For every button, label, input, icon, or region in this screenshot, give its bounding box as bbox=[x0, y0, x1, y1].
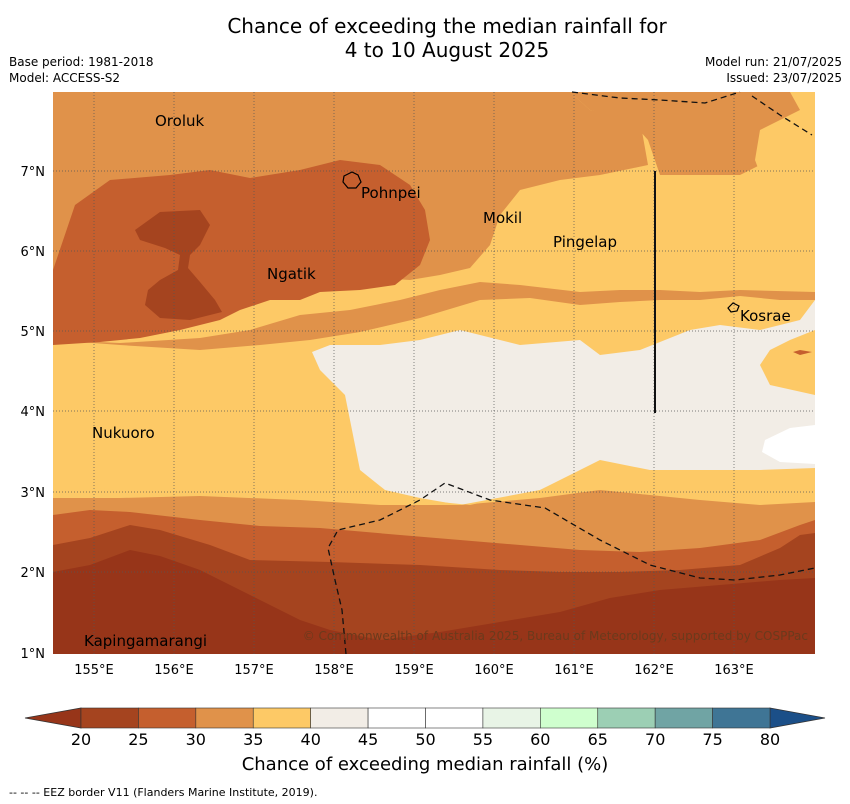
place-ngatik: Ngatik bbox=[267, 265, 316, 283]
colorbar-swatch bbox=[138, 707, 197, 729]
colorbar-tick: 80 bbox=[760, 730, 780, 749]
lon-tick: 161°E bbox=[554, 663, 594, 678]
colorbar-tick: 65 bbox=[588, 730, 608, 749]
colorbar-tick: 45 bbox=[358, 730, 378, 749]
colorbar-swatch bbox=[367, 707, 426, 729]
colorbar-swatch bbox=[540, 707, 599, 729]
colorbar-swatch bbox=[252, 707, 311, 729]
lat-tick: 5°N bbox=[21, 325, 46, 340]
issued-date: Issued: 23/07/2025 bbox=[726, 71, 842, 85]
lat-tick: 1°N bbox=[21, 647, 46, 662]
place-pingelap: Pingelap bbox=[553, 233, 617, 251]
meta-left: Base period: 1981-2018 Model: ACCESS-S2 bbox=[9, 54, 154, 86]
colorbar-under-arrow bbox=[24, 707, 82, 729]
colorbar bbox=[24, 707, 826, 729]
gridlines bbox=[53, 92, 815, 654]
place-kapingamarangi: Kapingamarangi bbox=[84, 632, 207, 650]
lon-tick: 160°E bbox=[474, 663, 514, 678]
colorbar-tick: 75 bbox=[702, 730, 722, 749]
kosrae-outline-icon bbox=[727, 302, 740, 313]
colorbar-swatch bbox=[310, 707, 369, 729]
eez-footnote: -- -- -- EEZ border V11 (Flanders Marine… bbox=[9, 786, 318, 799]
title-line-2: 4 to 10 August 2025 bbox=[344, 38, 550, 62]
lon-tick: 156°E bbox=[154, 663, 194, 678]
colorbar-tick: 40 bbox=[301, 730, 321, 749]
colorbar-swatch bbox=[195, 707, 254, 729]
colorbar-swatch bbox=[654, 707, 713, 729]
place-pohnpei: Pohnpei bbox=[361, 184, 421, 202]
place-kosrae: Kosrae bbox=[740, 307, 791, 325]
colorbar-tick: 35 bbox=[243, 730, 263, 749]
colorbar-tick: 70 bbox=[645, 730, 665, 749]
colorbar-tick: 60 bbox=[530, 730, 550, 749]
pohnpei-outline-icon bbox=[342, 171, 362, 189]
title-line-1: Chance of exceeding the median rainfall … bbox=[227, 14, 667, 38]
copyright-text: © Commonwealth of Australia 2025, Bureau… bbox=[303, 629, 808, 643]
colorbar-swatch bbox=[482, 707, 541, 729]
colorbar-over-arrow bbox=[769, 707, 826, 729]
colorbar-ticks: 20 25 30 35 40 45 50 55 60 65 70 75 80 bbox=[71, 730, 780, 749]
model-name: Model: ACCESS-S2 bbox=[9, 71, 121, 85]
colorbar-swatch bbox=[712, 707, 771, 729]
place-mokil: Mokil bbox=[483, 209, 522, 227]
lon-tick: 155°E bbox=[74, 663, 114, 678]
colorbar-tick: 30 bbox=[186, 730, 206, 749]
chart-title: Chance of exceeding the median rainfall … bbox=[0, 14, 850, 62]
lat-tick: 3°N bbox=[21, 486, 46, 501]
colorbar-tick: 20 bbox=[71, 730, 91, 749]
place-oroluk: Oroluk bbox=[155, 112, 204, 130]
meta-right: Model run: 21/07/2025 Issued: 23/07/2025 bbox=[705, 54, 842, 86]
colorbar-tick: 50 bbox=[415, 730, 435, 749]
lon-tick: 159°E bbox=[394, 663, 434, 678]
eez-border bbox=[327, 91, 816, 655]
lat-axis: 1°N 2°N 3°N 4°N 5°N 6°N 7°N bbox=[21, 165, 46, 662]
colorbar-swatch bbox=[597, 707, 656, 729]
lon-tick: 163°E bbox=[714, 663, 754, 678]
lon-tick: 157°E bbox=[234, 663, 274, 678]
lat-tick: 7°N bbox=[21, 165, 46, 180]
rainfall-contours bbox=[53, 92, 815, 654]
place-nukuoro: Nukuoro bbox=[92, 424, 155, 442]
base-period: Base period: 1981-2018 bbox=[9, 55, 154, 69]
lon-axis: 155°E 156°E 157°E 158°E 159°E 160°E 161°… bbox=[74, 663, 754, 678]
model-run: Model run: 21/07/2025 bbox=[704, 55, 842, 69]
lon-tick: 158°E bbox=[314, 663, 354, 678]
lat-tick: 2°N bbox=[21, 566, 46, 581]
colorbar-tick: 55 bbox=[473, 730, 493, 749]
colorbar-swatch bbox=[80, 707, 139, 729]
lat-tick: 4°N bbox=[21, 405, 46, 420]
colorbar-swatch bbox=[425, 707, 484, 729]
lat-tick: 6°N bbox=[21, 245, 46, 260]
colorbar-tick: 25 bbox=[128, 730, 148, 749]
colorbar-label: Chance of exceeding median rainfall (%) bbox=[241, 754, 609, 775]
lon-tick: 162°E bbox=[634, 663, 674, 678]
place-labels: Oroluk Pohnpei Mokil Pingelap Ngatik Kos… bbox=[84, 112, 791, 650]
